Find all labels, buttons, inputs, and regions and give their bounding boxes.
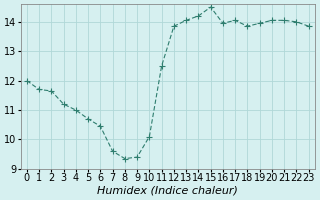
X-axis label: Humidex (Indice chaleur): Humidex (Indice chaleur) [97, 186, 238, 196]
